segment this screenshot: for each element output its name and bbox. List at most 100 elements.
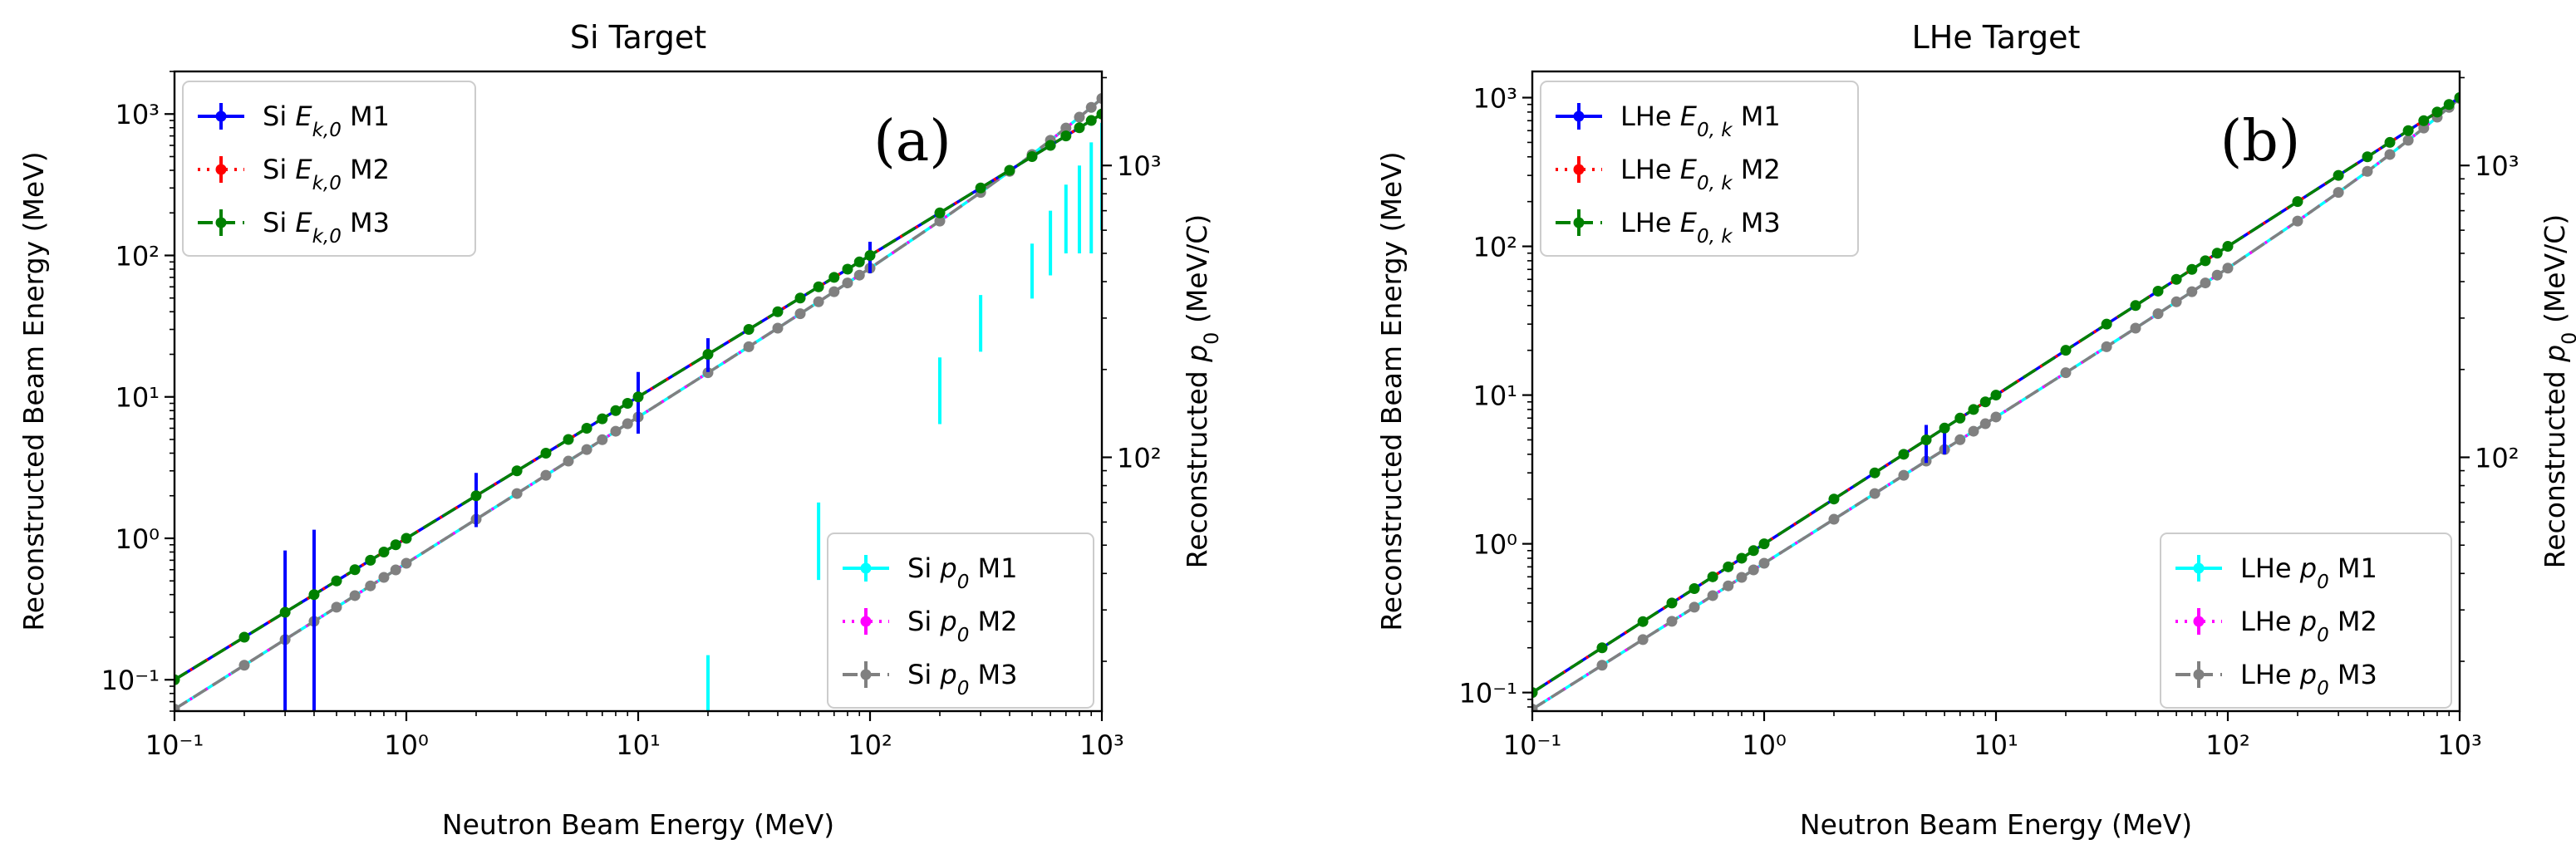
panel-label: (b): [2220, 109, 2301, 174]
data-point: [597, 413, 608, 425]
x-tick-label: 10⁰: [1742, 729, 1787, 761]
data-point: [2060, 345, 2072, 356]
data-point: [622, 418, 633, 430]
chart-title: LHe Target: [1912, 19, 2081, 56]
data-point: [853, 269, 865, 281]
data-point: [813, 296, 824, 307]
data-point: [828, 286, 840, 297]
data-point: [470, 490, 482, 502]
data-point: [622, 398, 633, 410]
data-point: [238, 660, 250, 671]
plot-area: [175, 93, 1102, 711]
y-tick-label: 10¹: [115, 382, 160, 414]
data-point: [1954, 412, 1966, 424]
data-point: [1074, 111, 1085, 123]
data-point: [1060, 122, 1072, 134]
data-point: [1596, 660, 1608, 671]
data-point: [1045, 140, 1056, 151]
data-point: [1060, 130, 1072, 142]
x-tick-label: 10⁰: [384, 729, 429, 761]
data-point: [1666, 597, 1678, 609]
data-point: [1637, 634, 1649, 645]
data-point: [1596, 642, 1608, 654]
data-point: [581, 444, 592, 455]
data-point: [511, 465, 523, 477]
y2-axis-label: Reconstructed p0 (MeV/C): [1181, 214, 1223, 568]
axes: 10⁻¹ 10⁰ 10¹ 10² 10³ 10⁻¹ 10⁰ 10¹ 10² 10³ 10² 10³: [101, 71, 1162, 761]
data-point: [2333, 187, 2344, 199]
data-point: [1723, 561, 1734, 572]
x-tick-label: 10⁻¹: [145, 729, 204, 761]
y-tick-label: 10⁻¹: [101, 665, 160, 696]
legend-marker: [215, 110, 227, 122]
data-point: [1990, 390, 2002, 401]
data-point: [1637, 616, 1649, 627]
x-tick-label: 10¹: [616, 729, 661, 761]
data-point: [1939, 422, 1950, 434]
y-tick-label: 10⁰: [115, 523, 160, 555]
data-point: [1666, 616, 1678, 627]
x-tick-label: 10³: [1079, 729, 1124, 761]
data-point: [794, 308, 806, 320]
data-point: [308, 589, 320, 601]
data-point: [2292, 215, 2303, 227]
data-point: [540, 469, 552, 481]
data-point: [1085, 115, 1097, 126]
data-point: [2292, 196, 2303, 208]
y-tick-label: 10³: [115, 99, 160, 130]
legend-box: [827, 533, 1094, 709]
x-tick-label: 10⁻¹: [1503, 729, 1561, 761]
data-point: [2170, 296, 2182, 307]
data-point: [1979, 418, 1991, 430]
data-point: [1979, 396, 1991, 408]
data-point: [1828, 513, 1840, 525]
y-tick-label: 10²: [115, 240, 160, 272]
data-point: [772, 322, 784, 334]
data-point: [1968, 425, 1979, 437]
data-point: [1532, 687, 1538, 699]
data-point: [1707, 590, 1718, 601]
data-point: [2402, 135, 2414, 146]
data-point: [702, 348, 714, 360]
legend-marker: [860, 562, 872, 574]
y2-tick-label: 10³: [1117, 150, 1162, 182]
data-point: [1736, 572, 1748, 583]
data-point: [1869, 467, 1880, 479]
legend-marker: [215, 164, 227, 175]
data-point: [2152, 308, 2164, 320]
data-point: [1004, 164, 1015, 176]
data-point: [743, 341, 755, 352]
panel-si-target: Si Target 10⁻¹ 10⁰ 10¹ 10² 10³10⁻¹10⁰10¹10²1…: [17, 19, 1223, 841]
data-point: [1898, 469, 1910, 481]
data-point: [772, 306, 784, 317]
data-point: [349, 564, 361, 576]
x-tick-label: 10¹: [1974, 729, 2018, 761]
legend-marker: [860, 616, 872, 627]
data-point: [2130, 300, 2141, 312]
y-tick-label: 10⁻¹: [1459, 678, 1517, 709]
data-point: [563, 434, 574, 445]
data-point: [2060, 367, 2072, 379]
data-point: [1990, 411, 2002, 423]
data-point: [401, 557, 412, 569]
data-point: [2333, 169, 2344, 181]
plot-area: [1532, 92, 2460, 711]
y2-axis-label: Reconstructed p0 (MeV/C): [2539, 214, 2576, 568]
data-point: [2211, 269, 2223, 281]
data-point: [2402, 125, 2414, 136]
data-point: [563, 455, 574, 467]
data-point: [2362, 151, 2373, 163]
data-point: [975, 182, 986, 194]
axes: 10⁻¹ 10⁰ 10¹ 10² 10³ 10⁻¹ 10⁰ 10¹ 10² 10³ 10² 10³: [1459, 76, 2519, 761]
data-point: [853, 256, 865, 268]
data-point: [610, 425, 622, 437]
data-point: [2362, 165, 2373, 177]
data-point: [1074, 122, 1085, 134]
data-point: [2200, 255, 2211, 267]
legend-box: [2160, 533, 2452, 709]
data-point: [1869, 488, 1880, 499]
legend-marker: [2193, 562, 2205, 574]
